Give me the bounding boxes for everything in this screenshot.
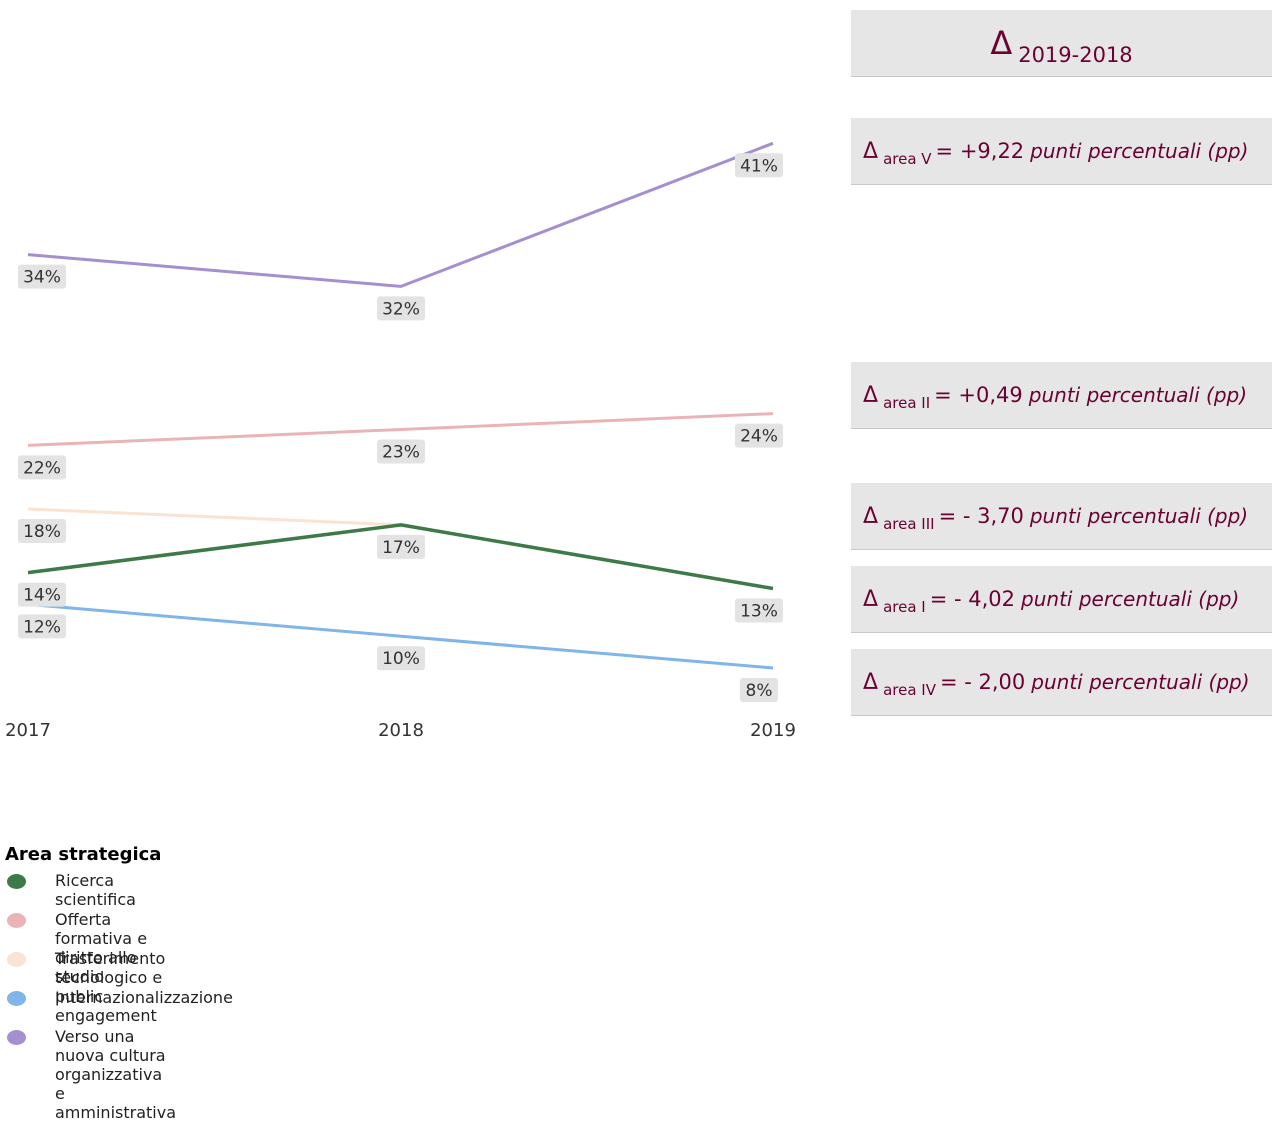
delta-header: Δ 2019-2018	[851, 10, 1272, 77]
delta-unit: punti percentuali (pp)	[1031, 670, 1250, 694]
data-label-text: 41%	[740, 156, 778, 176]
delta-area-label: area IV	[883, 681, 936, 699]
data-label-text: 13%	[740, 602, 778, 622]
data-label-box	[735, 423, 783, 448]
data-label-text: 10%	[382, 649, 420, 669]
data-label-text: 18%	[23, 522, 61, 542]
data-labels: 34% 32% 41% 22% 23% 24% 18% 17% 14% 13% 12% 10% 8%	[18, 153, 783, 702]
legend-item-internazionalizzazione[interactable]: Internazionalizzazione	[5, 988, 233, 1027]
legend-label: Offerta formativa e diritto allo studio	[55, 910, 148, 986]
data-label-4-0: 12%	[18, 614, 66, 639]
data-label-4-2: 8%	[740, 678, 778, 702]
data-label-text: 23%	[382, 443, 420, 463]
data-label-3-0: 14%	[18, 582, 66, 607]
x-axis-ticks: 2017 2018 2019	[5, 720, 796, 741]
data-label-text: 32%	[382, 299, 420, 319]
series-line-1	[27, 412, 774, 447]
data-label-text: 12%	[23, 617, 61, 637]
delta-symbol: Δ	[863, 503, 879, 529]
delta-row-area-iv: Δ area IV = - 2,00 punti percentuali (pp…	[851, 649, 1272, 716]
data-label-box	[377, 646, 425, 671]
chart-legend: Area strategica Ricerca scientifica Offe…	[5, 844, 233, 1122]
data-label-text: 14%	[23, 586, 61, 606]
data-label-box	[377, 296, 425, 321]
legend-item-ricerca[interactable]: Ricerca scientifica	[5, 871, 161, 910]
data-label-1-2: 24%	[735, 423, 783, 448]
data-label-box	[735, 598, 783, 623]
data-label-text: 24%	[740, 427, 778, 447]
delta-unit: punti percentuali (pp)	[1028, 383, 1248, 407]
data-label-box	[735, 153, 783, 178]
data-label-box	[377, 534, 425, 559]
delta-header-symbol: Δ	[990, 24, 1013, 62]
x-tick-2017: 2017	[5, 720, 51, 741]
legend-swatch	[7, 1030, 26, 1045]
data-label-box	[18, 264, 66, 289]
delta-symbol: Δ	[863, 586, 879, 612]
legend-item-offerta[interactable]: Offerta formativa e diritto allo studio	[5, 910, 161, 986]
delta-symbol: Δ	[863, 138, 879, 164]
delta-value: = - 2,00	[939, 670, 1026, 694]
delta-unit: punti percentuali (pp)	[1030, 139, 1249, 163]
data-label-4-1: 10%	[377, 646, 425, 671]
delta-area-label: area I	[883, 598, 926, 616]
delta-unit: punti percentuali (pp)	[1021, 587, 1240, 611]
legend-item-cultura-organizzativa[interactable]: Verso una nuova cultura organizzativa e …	[5, 1027, 176, 1122]
delta-row-area-ii: Δ area II = +0,49 punti percentuali (pp)	[851, 362, 1272, 429]
data-label-0-2: 41%	[735, 153, 783, 178]
series-line-4	[27, 602, 774, 670]
data-label-text: 8%	[746, 681, 773, 701]
delta-area-label: area III	[883, 515, 935, 533]
data-label-text: 34%	[23, 268, 61, 288]
delta-header-period: 2019-2018	[1018, 43, 1133, 67]
data-label-box	[18, 455, 66, 480]
data-label-3-2: 13%	[735, 598, 783, 623]
data-label-2-0: 18%	[18, 519, 66, 543]
data-label-box	[377, 439, 425, 464]
delta-value: = - 4,02	[929, 587, 1016, 611]
data-label-box	[740, 678, 778, 702]
data-label-0-1: 32%	[377, 296, 425, 321]
x-tick-2019: 2019	[750, 720, 796, 741]
legend-swatch	[7, 874, 26, 889]
data-label-0-0: 34%	[18, 264, 66, 289]
legend-label: Ricerca scientifica	[55, 871, 136, 909]
delta-row-area-i: Δ area I = - 4,02 punti percentuali (pp)	[851, 566, 1272, 633]
delta-unit: punti percentuali (pp)	[1029, 504, 1249, 528]
delta-area-label: area V	[883, 150, 932, 168]
legend-item-trasferimento[interactable]: Trasferimento tecnologico e public engag…	[5, 949, 165, 1025]
series-line-0	[27, 141, 774, 288]
line-chart: 34% 32% 41% 22% 23% 24% 18% 17% 14% 13% 12% 10% 8% 2…	[5, 141, 796, 741]
delta-symbol: Δ	[863, 669, 879, 695]
series-line-3	[27, 523, 774, 591]
legend-swatch	[7, 952, 26, 967]
legend-title: Area strategica	[5, 844, 162, 865]
legend-swatch	[7, 913, 26, 928]
data-label-1-0: 22%	[18, 455, 66, 480]
delta-value: = +9,22	[935, 139, 1025, 163]
legend-label: Verso una nuova cultura organizzativa e …	[55, 1027, 176, 1122]
delta-row-area-iii: Δ area III = - 3,70 punti percentuali (p…	[851, 483, 1272, 550]
delta-row-area-v: Δ area V = +9,22 punti percentuali (pp)	[851, 118, 1272, 185]
data-label-text: 22%	[23, 458, 61, 478]
delta-value: = - 3,70	[938, 504, 1024, 528]
data-label-2-1: 17%	[377, 534, 425, 559]
data-label-box	[18, 582, 66, 607]
data-label-box	[18, 614, 66, 639]
x-tick-2018: 2018	[378, 720, 424, 741]
data-label-1-1: 23%	[377, 439, 425, 464]
data-label-box	[18, 519, 66, 543]
delta-value: = +0,49	[934, 383, 1023, 407]
data-label-text: 17%	[382, 538, 420, 558]
legend-label: Trasferimento tecnologico e public engag…	[55, 949, 166, 1025]
series-lines	[27, 141, 774, 670]
legend-swatch	[7, 991, 26, 1006]
delta-symbol: Δ	[863, 382, 879, 408]
legend-label: Internazionalizzazione	[55, 988, 233, 1007]
delta-area-label: area II	[883, 394, 931, 412]
